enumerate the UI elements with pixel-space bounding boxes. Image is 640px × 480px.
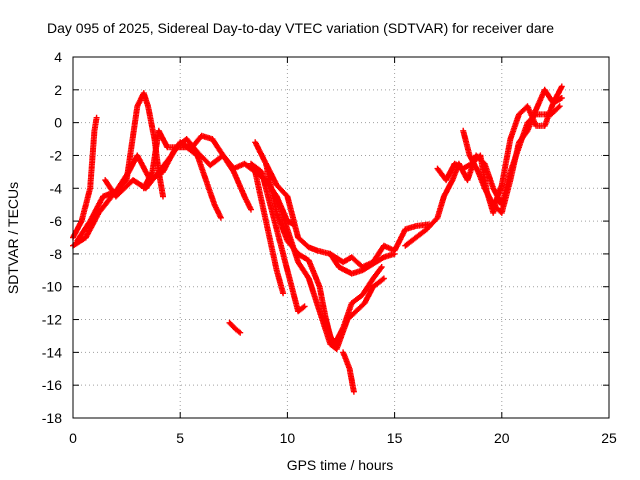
x-tick-label: 20: [494, 430, 510, 446]
series-track-7: [248, 160, 308, 315]
series-track-8: [252, 168, 287, 297]
y-tick-label: -10: [42, 279, 62, 295]
grid: [73, 57, 609, 418]
plot-frame: [72, 56, 610, 419]
x-tick-label: 15: [387, 430, 403, 446]
series-track-6: [226, 319, 244, 336]
series-track-12: [340, 349, 357, 395]
y-tick-label: -18: [42, 410, 62, 426]
y-tick-label: -14: [42, 344, 62, 360]
x-axis-label: GPS time / hours: [287, 457, 394, 473]
chart-title: Day 095 of 2025, Sidereal Day-to-day VTE…: [47, 20, 554, 36]
y-tick-label: -12: [42, 312, 62, 328]
x-tick-label: 5: [176, 430, 184, 446]
x-tick-label: 25: [601, 430, 617, 446]
y-tick-label: -2: [50, 147, 63, 163]
y-tick-label: 2: [54, 82, 62, 98]
series-track-11: [273, 193, 387, 353]
y-axis-label: SDTVAR / TECUs: [5, 182, 21, 294]
series-track-13: [327, 221, 432, 270]
y-tick-label: -4: [50, 180, 63, 196]
y-tick-label: 4: [54, 49, 62, 65]
data-series: [70, 83, 565, 395]
y-tick-label: 0: [54, 115, 62, 131]
y-tick-label: -16: [42, 377, 62, 393]
y-tick-label: -6: [50, 213, 63, 229]
x-tick-label: 0: [69, 430, 77, 446]
y-tick-label: -8: [50, 246, 63, 262]
series-track-16: [460, 86, 565, 216]
x-tick-label: 10: [280, 430, 296, 446]
axis-ticks: 420-2-4-6-8-10-12-14-16-180 5 10 15 20 25: [42, 49, 617, 446]
